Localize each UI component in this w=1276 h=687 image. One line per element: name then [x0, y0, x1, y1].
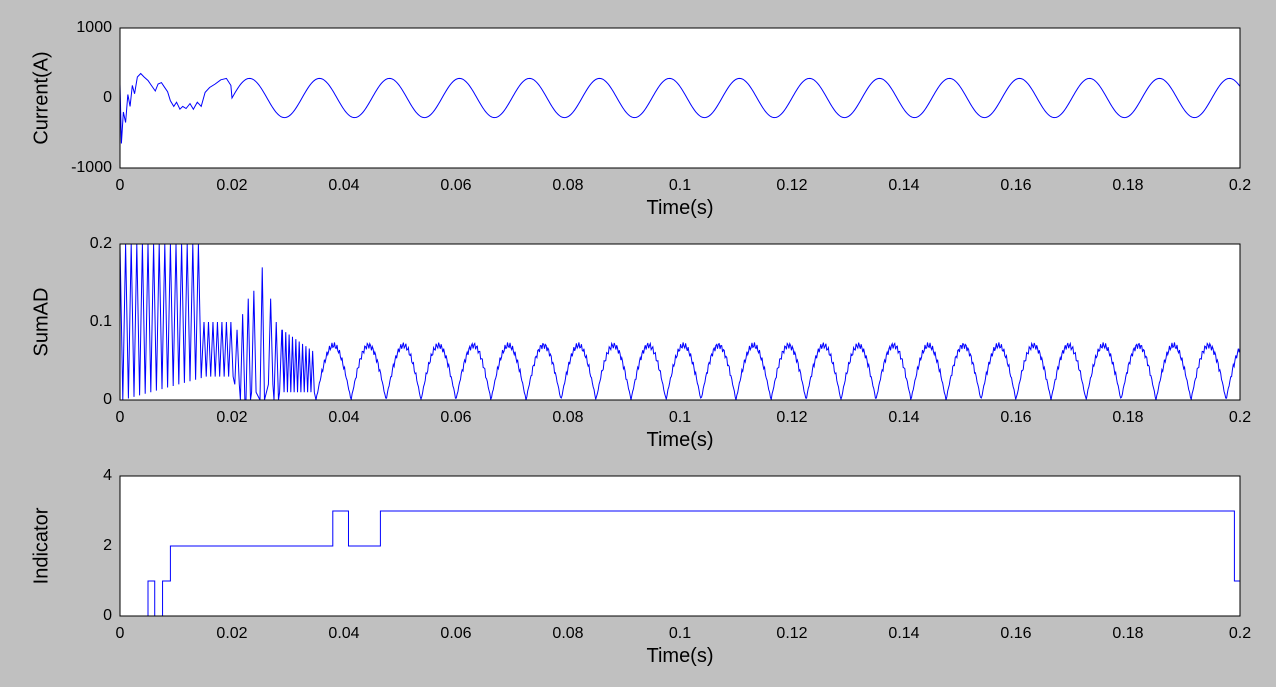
xlabel: Time(s) — [646, 197, 713, 219]
xlabel: Time(s) — [646, 645, 713, 667]
panel-indicator: 0 0.02 0.04 0.06 0.08 0.1 0.12 0.14 0.16 0.18 0.2 0… — [30, 467, 1251, 667]
xtick-label: 0.04 — [328, 409, 359, 426]
xtick-label: 0.1 — [669, 409, 691, 426]
xtick-label: 0.2 — [1229, 625, 1251, 642]
xtick-label: 0.2 — [1229, 409, 1251, 426]
panel-sumad: 0 0.02 0.04 0.06 0.08 0.1 0.12 0.14 0.16 0.18 0.2 0… — [30, 235, 1251, 451]
ylabel: Current(A) — [30, 51, 52, 144]
ytick-label: 4 — [103, 467, 112, 484]
xtick-label: 0.06 — [440, 177, 471, 194]
xtick-label: 0 — [116, 625, 125, 642]
xtick-label: 0.12 — [776, 409, 807, 426]
xtick-label: 0.06 — [440, 625, 471, 642]
xtick-label: 0.18 — [1112, 177, 1143, 194]
xtick-label: 0 — [116, 177, 125, 194]
xtick-label: 0.16 — [1000, 625, 1031, 642]
ylabel: SumAD — [30, 288, 52, 357]
xtick-label: 0.2 — [1229, 177, 1251, 194]
xtick-label: 0.12 — [776, 177, 807, 194]
panel-current: 0 0.02 0.04 0.06 0.08 0.1 0.12 0.14 0.16 0.18 0.2 -… — [30, 19, 1251, 219]
xlabel: Time(s) — [646, 429, 713, 451]
ytick-label: 0 — [103, 89, 112, 106]
ylabel: Indicator — [30, 507, 52, 584]
xtick-label: 0.16 — [1000, 177, 1031, 194]
xtick-label: 0.08 — [552, 177, 583, 194]
xtick-label: 0.08 — [552, 409, 583, 426]
ytick-label: 0.1 — [90, 313, 112, 330]
xtick-label: 0 — [116, 409, 125, 426]
xtick-label: 0.12 — [776, 625, 807, 642]
xtick-label: 0.18 — [1112, 409, 1143, 426]
xtick-label: 0.1 — [669, 177, 691, 194]
xtick-label: 0.16 — [1000, 409, 1031, 426]
xtick-label: 0.04 — [328, 177, 359, 194]
ytick-label: 0 — [103, 607, 112, 624]
xtick-label: 0.08 — [552, 625, 583, 642]
xtick-label: 0.02 — [216, 177, 247, 194]
xtick-label: 0.18 — [1112, 625, 1143, 642]
xtick-label: 0.02 — [216, 409, 247, 426]
xtick-label: 0.14 — [888, 625, 919, 642]
ytick-label: 2 — [103, 537, 112, 554]
xtick-label: 0.1 — [669, 625, 691, 642]
ytick-label: 0.2 — [90, 235, 112, 252]
xtick-label: 0.14 — [888, 177, 919, 194]
xtick-label: 0.02 — [216, 625, 247, 642]
xtick-label: 0.06 — [440, 409, 471, 426]
figure: 00.020.040.060.080.10.120.140.160.180.2-… — [0, 0, 1276, 687]
xtick-label: 0.04 — [328, 625, 359, 642]
xtick-label: 0.14 — [888, 409, 919, 426]
ytick-label: 0 — [103, 391, 112, 408]
ytick-label: 1000 — [76, 19, 112, 36]
ytick-label: -1000 — [71, 159, 112, 176]
